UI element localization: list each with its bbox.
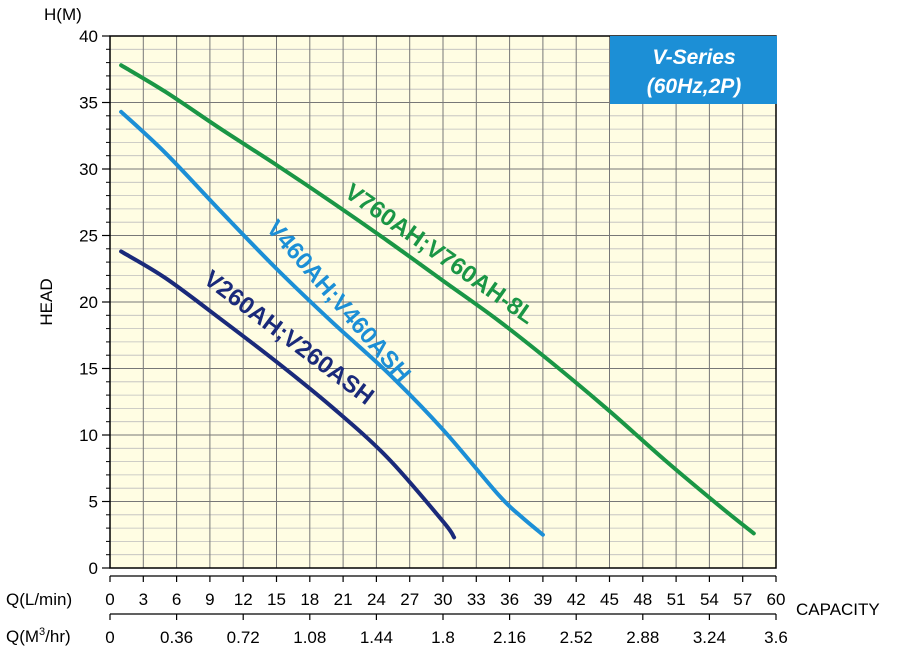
x-tick-label-lmin: 24 (367, 590, 386, 609)
y-tick-label: 5 (89, 493, 98, 512)
y-tick-label: 40 (79, 27, 98, 46)
x-tick-label-lmin: 27 (400, 590, 419, 609)
x-tick-label-lmin: 54 (700, 590, 719, 609)
series-line-v260ah-v260ash (119, 249, 457, 540)
x-tick-label-lmin: 42 (567, 590, 586, 609)
grid-major (109, 35, 777, 569)
curves (119, 63, 756, 540)
series-line-v760ah-v760ah-8l (119, 63, 756, 536)
x-tick-label-m3hr: 0 (105, 628, 114, 647)
x-tick-label-lmin: 39 (533, 590, 552, 609)
x-tick-label-lmin: 21 (334, 590, 353, 609)
x-tick-label-lmin: 45 (600, 590, 619, 609)
x-tick-label-lmin: 6 (172, 590, 181, 609)
x-axis-label-lmin: Q(L/min) (6, 590, 72, 609)
x-tick-label-lmin: 15 (267, 590, 286, 609)
x-tick-label-lmin: 33 (467, 590, 486, 609)
x-tick-label-m3hr: 1.08 (293, 628, 326, 647)
x-tick-label-lmin: 9 (205, 590, 214, 609)
x-tick-label-lmin: 18 (300, 590, 319, 609)
x-tick-label-m3hr: 1.44 (360, 628, 393, 647)
x-tick-label-lmin: 36 (500, 590, 519, 609)
y-tick-label: 30 (79, 160, 98, 179)
x-tick-label-lmin: 0 (105, 590, 114, 609)
x-axis-title: CAPACITY (796, 600, 880, 619)
x-tick-label-lmin: 48 (633, 590, 652, 609)
x-tick-label-lmin: 3 (139, 590, 148, 609)
x-tick-label-m3hr: 0.36 (160, 628, 193, 647)
x-tick-label-m3hr: 0.72 (227, 628, 260, 647)
x-tick-label-m3hr: 1.8 (431, 628, 455, 647)
x-tick-label-lmin: 60 (767, 590, 786, 609)
x-tick-label-m3hr: 3.24 (693, 628, 726, 647)
y-axis-title: HEAD (37, 278, 56, 325)
y-tick-label: 0 (89, 559, 98, 578)
series-line-v460ah-v460ash (119, 109, 545, 537)
x-tick-labels-lmin: 0 3 6 9 12 15 18 21 24 27 30 33 36 39 42 45 48 51 54 57 60 (105, 575, 786, 609)
x-tick-label-m3hr: 2.52 (560, 628, 593, 647)
series-badge: V-Series (60Hz,2P) (610, 36, 777, 104)
y-tick-label: 20 (79, 293, 98, 312)
series-badge-line2: (60Hz,2P) (647, 75, 742, 98)
x-tick-label-m3hr: 2.88 (626, 628, 659, 647)
series-badge-line1: V-Series (652, 46, 735, 69)
series-badge-box (610, 36, 777, 104)
x-tick-label-lmin: 57 (733, 590, 752, 609)
y-unit-label: H(M) (44, 5, 82, 24)
x-tick-label-lmin: 30 (434, 590, 453, 609)
y-tick-labels: 0 5 10 15 20 25 30 35 40 (79, 27, 110, 578)
x-tick-label-lmin: 51 (667, 590, 686, 609)
x-tick-labels-m3hr: 0 0.36 0.72 1.08 1.44 1.8 2.16 2.52 2.88 3.24 3.6 (105, 613, 788, 647)
x-tick-label-m3hr: 2.16 (493, 628, 526, 647)
y-tick-label: 10 (79, 426, 98, 445)
y-tick-label: 15 (79, 360, 98, 379)
x-axis-label-m3hr: Q(M3/hr) (6, 626, 71, 646)
y-tick-label: 25 (79, 227, 98, 246)
x-tick-label-lmin: 12 (234, 590, 253, 609)
y-tick-label: 35 (79, 94, 98, 113)
x-tick-label-m3hr: 3.6 (764, 628, 788, 647)
